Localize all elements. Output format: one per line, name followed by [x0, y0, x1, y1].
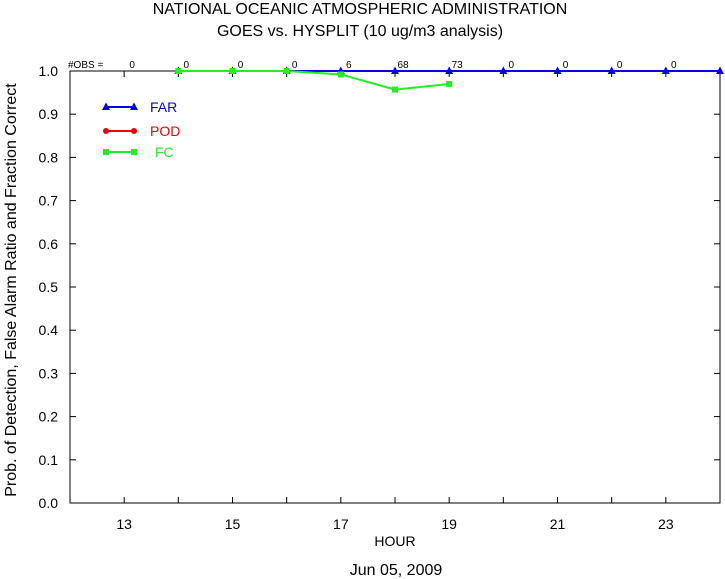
x-tick-label: 15 [225, 516, 241, 532]
obs-label: #OBS = [68, 60, 103, 71]
obs-count: 0 [617, 60, 623, 71]
legend-marker-start [103, 128, 109, 134]
x-axis: 13 15 17 19 21 23 [69, 71, 721, 532]
y-tick-label: 0.6 [39, 236, 59, 252]
obs-count: 0 [671, 60, 677, 71]
y-axis-label: Prob. of Detection, False Alarm Ratio an… [3, 83, 20, 497]
data-point-fc [283, 68, 290, 74]
x-tick-label: 21 [550, 516, 566, 532]
x-tick-label: 23 [658, 516, 674, 532]
obs-count: 0 [129, 60, 135, 71]
date-label: Jun 05, 2009 [350, 562, 443, 579]
y-tick-label: 1.0 [39, 63, 59, 79]
legend-marker-start [102, 102, 110, 110]
obs-count: 0 [238, 60, 244, 71]
y-axis: 0.0 0.1 0.2 0.3 0.4 0.5 0.6 0.7 0.8 0.9 1.0 [39, 63, 720, 511]
series-fc [175, 68, 453, 93]
obs-count: 68 [397, 60, 409, 71]
obs-count: 73 [452, 60, 464, 71]
obs-count: 0 [509, 60, 515, 71]
data-point-fc [337, 71, 344, 78]
data-point-far [391, 66, 399, 74]
data-point-far [607, 66, 616, 74]
data-point-far [445, 66, 454, 74]
data-point-far [716, 66, 724, 74]
y-tick-label: 0.9 [39, 106, 59, 122]
legend-label-fc: FC [155, 144, 174, 160]
obs-row: #OBS = 0 0 0 0 6 68 73 0 0 0 0 [68, 60, 677, 71]
y-tick-label: 0.0 [39, 495, 59, 511]
x-tick-label: 17 [333, 516, 349, 532]
data-point-fc [392, 86, 398, 93]
y-tick-label: 0.2 [39, 409, 59, 425]
y-tick-label: 0.8 [39, 149, 59, 165]
y-tick-label: 0.1 [39, 452, 59, 468]
legend-marker-end [131, 128, 137, 134]
obs-count: 0 [292, 60, 298, 71]
legend: FAR POD FC [102, 99, 180, 160]
chart-title: NATIONAL OCEANIC ATMOSPHERIC ADMINISTRAT… [153, 1, 568, 18]
data-point-fc [446, 80, 453, 87]
data-point-fc [229, 68, 236, 74]
legend-label-far: FAR [150, 99, 177, 115]
series-group [174, 66, 724, 93]
chart-subtitle: GOES vs. HYSPLIT (10 ug/m3 analysis) [217, 23, 503, 40]
legend-label-pod: POD [150, 123, 180, 139]
obs-count: 0 [184, 60, 190, 71]
obs-count: 6 [346, 60, 352, 71]
data-point-far [553, 66, 562, 74]
y-tick-label: 0.3 [39, 365, 59, 381]
data-point-far [661, 66, 670, 74]
legend-marker-start [103, 149, 109, 155]
y-tick-label: 0.7 [39, 193, 59, 209]
data-point-fc [175, 68, 182, 74]
legend-marker-end [130, 102, 138, 110]
x-axis-label: HOUR [374, 533, 415, 549]
legend-marker-end [131, 149, 137, 155]
y-tick-label: 0.4 [39, 322, 59, 338]
y-tick-label: 0.5 [39, 279, 59, 295]
data-point-far [499, 66, 508, 74]
x-tick-label: 19 [441, 516, 457, 532]
x-tick-label: 13 [116, 516, 132, 532]
obs-count: 0 [563, 60, 569, 71]
series-line-fc [178, 70, 450, 91]
